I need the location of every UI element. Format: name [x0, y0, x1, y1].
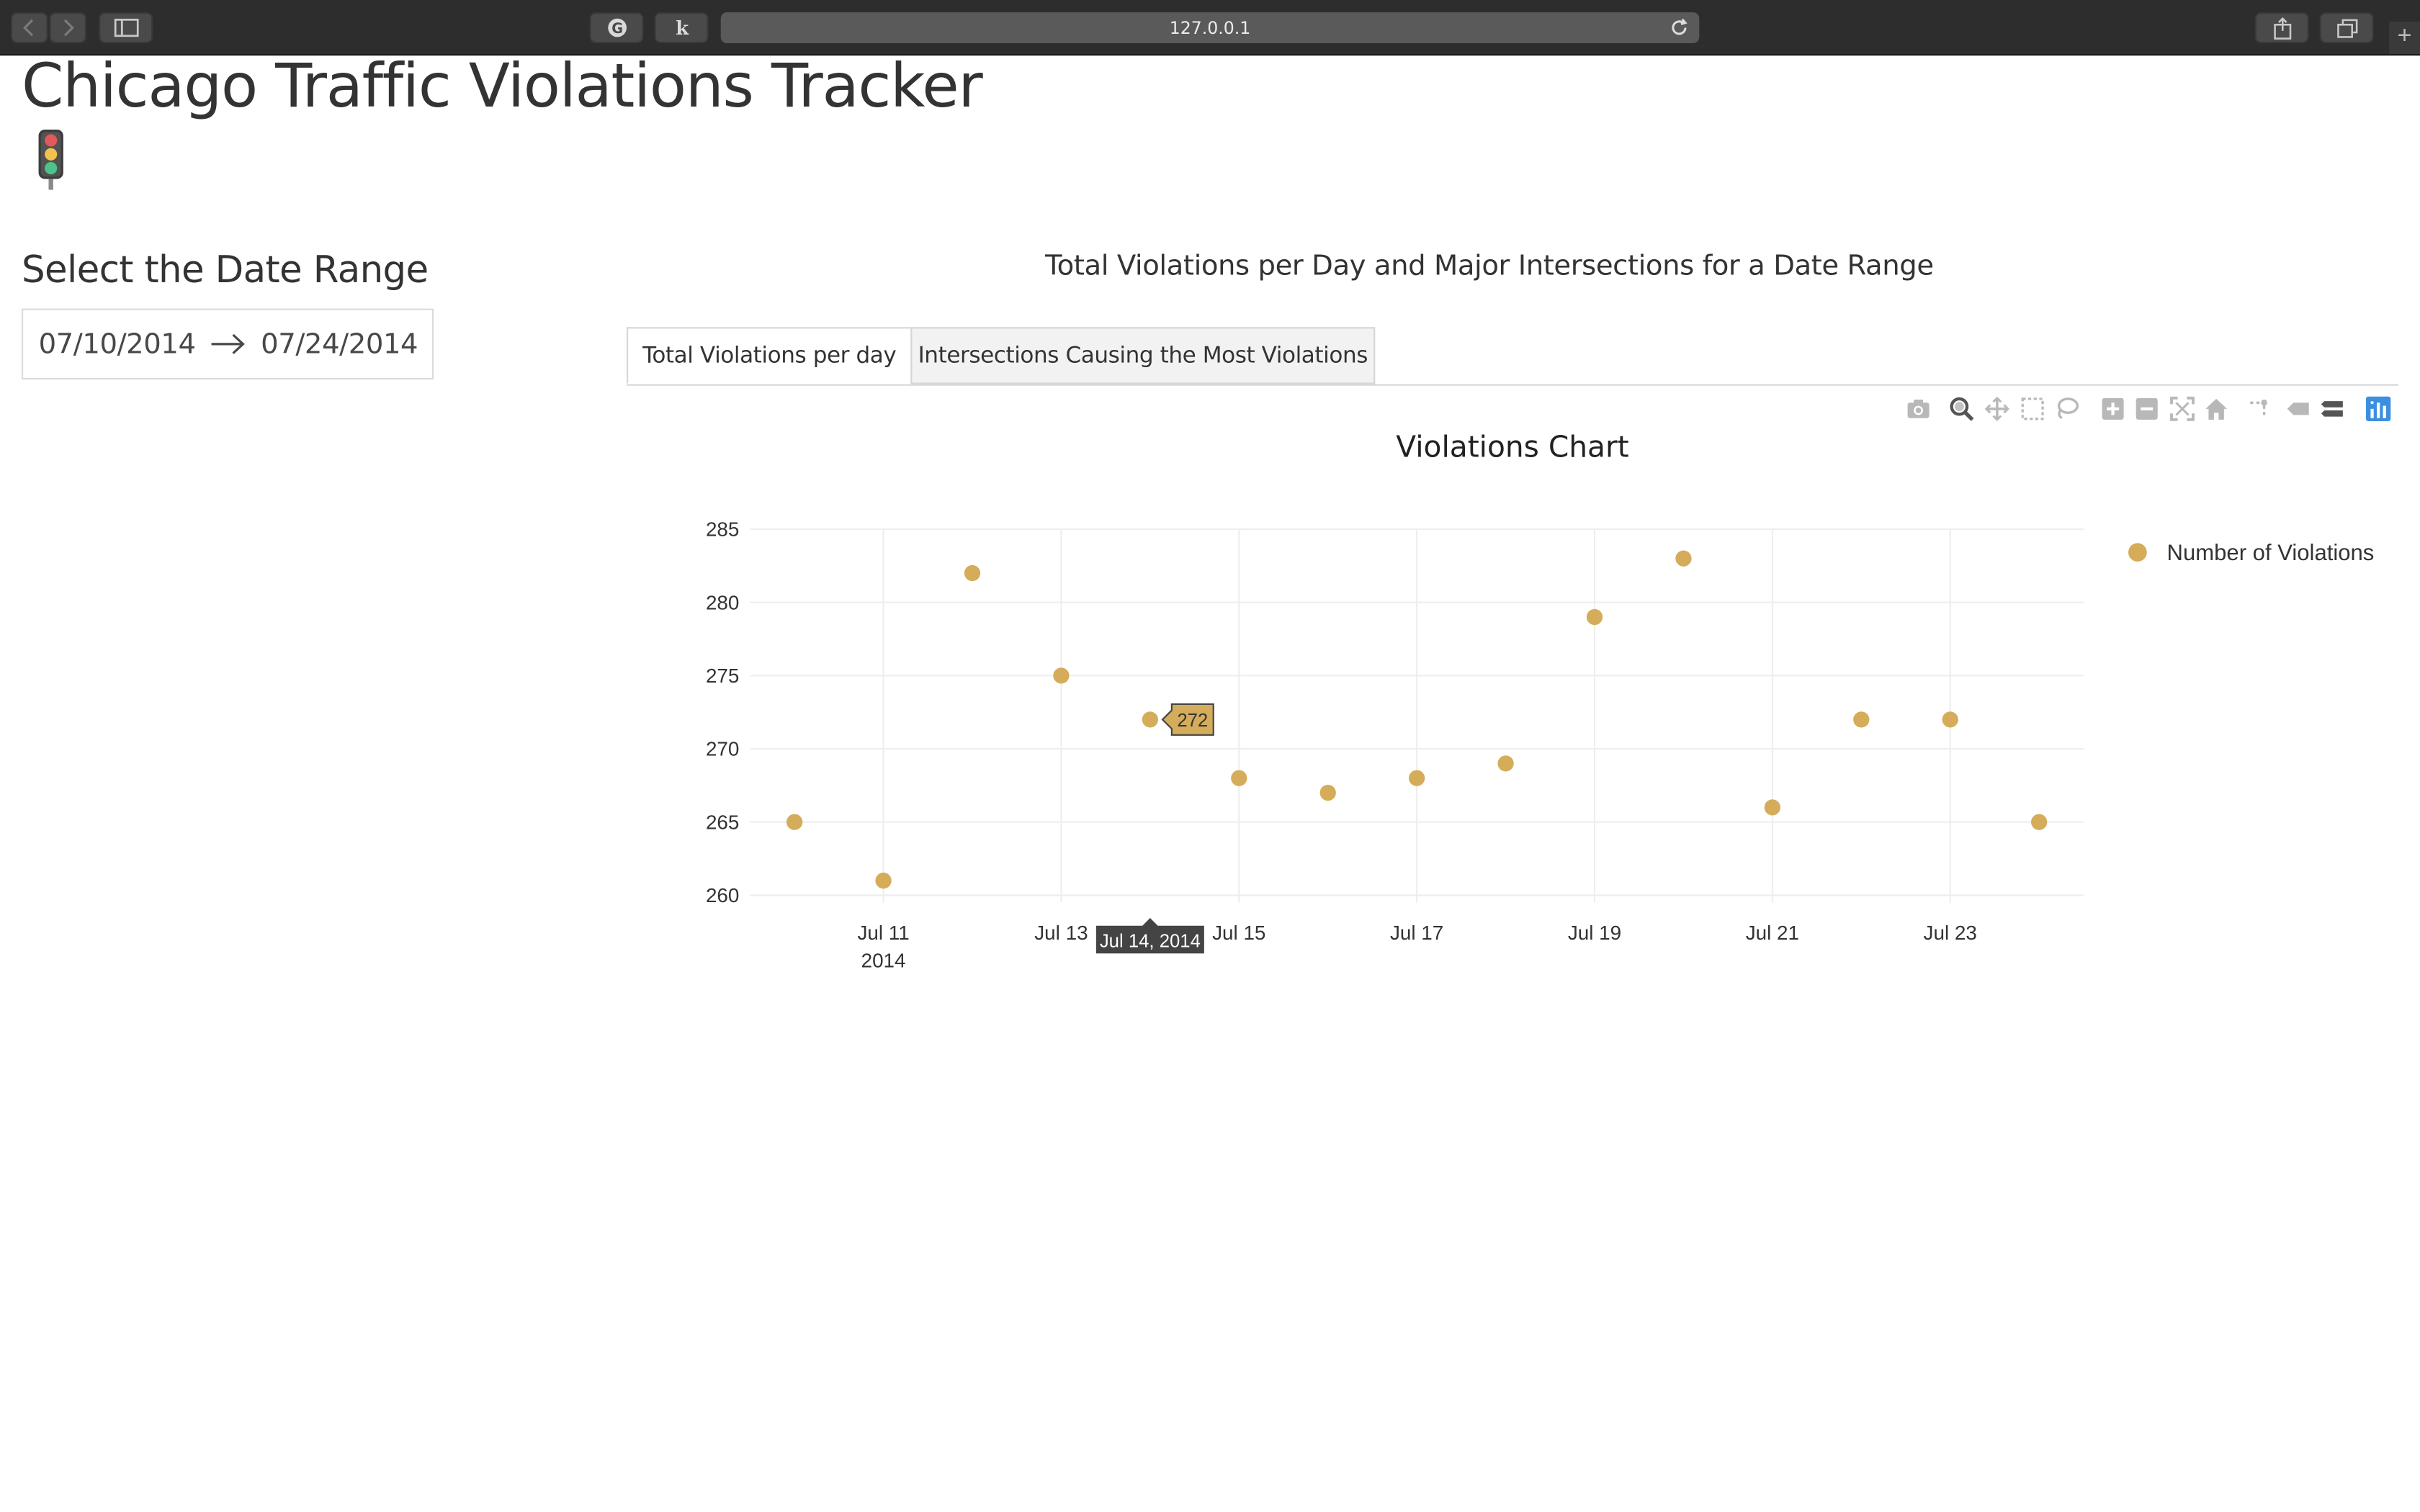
legend-label: Number of Violations [2167, 540, 2375, 565]
section-title: Total Violations per Day and Major Inter… [1045, 250, 1934, 283]
url-text: 127.0.0.1 [1169, 17, 1251, 38]
date-range-heading: Select the Date Range [22, 248, 429, 292]
forward-button[interactable] [49, 12, 86, 43]
x-tick-year-label: 2014 [861, 950, 906, 972]
x-tick-label: Jul 13 [1034, 922, 1088, 944]
start-date-input[interactable]: 07/10/2014 [38, 328, 196, 361]
browser-toolbar: G k 127.0.0.1 + [0, 0, 2420, 56]
new-tab-button[interactable]: + [2389, 22, 2420, 54]
chevron-left-icon [23, 19, 34, 37]
data-point[interactable] [1497, 755, 1514, 772]
back-button[interactable] [11, 12, 48, 43]
traffic-light-icon [38, 130, 63, 190]
end-date-input[interactable]: 07/24/2014 [261, 328, 418, 361]
data-point[interactable] [1675, 550, 1692, 567]
reset-axes-icon[interactable] [2202, 395, 2231, 423]
x-axis: Jul 11 2014 Jul 13 Jul 15 Jul 17 Jul 19 Jul 21… [857, 922, 1976, 972]
data-point[interactable] [786, 814, 803, 830]
y-axis: 260 265 270 275 280 285 [706, 518, 739, 906]
hover-compare-icon[interactable] [2318, 395, 2347, 423]
zoom-in-icon[interactable] [2099, 395, 2127, 423]
plotly-logo-icon[interactable] [2365, 395, 2393, 423]
y-tick-label: 270 [706, 738, 739, 760]
hover-x-label: Jul 14, 2014 [1100, 932, 1201, 952]
data-point[interactable] [1231, 770, 1247, 786]
data-point[interactable] [1319, 784, 1336, 801]
y-tick-label: 265 [706, 811, 739, 833]
x-tick-label: Jul 23 [1924, 922, 1977, 944]
zoom-out-icon[interactable] [2133, 395, 2161, 423]
tab-total-violations[interactable]: Total Violations per day [627, 327, 913, 384]
hover-closest-icon[interactable] [2284, 395, 2312, 423]
hover-x-box [1095, 918, 1204, 954]
arrow-right-icon [211, 333, 245, 354]
chevron-right-icon [63, 19, 74, 37]
camera-icon[interactable] [1904, 395, 1932, 423]
box-select-icon[interactable] [2019, 395, 2047, 423]
data-point[interactable] [2031, 814, 2048, 830]
tab-bar: Total Violations per day Intersections C… [627, 327, 2398, 386]
series-number-of-violations [786, 550, 2048, 889]
data-point[interactable] [1942, 711, 1958, 728]
x-tick-label: Jul 21 [1746, 922, 1799, 944]
data-point[interactable] [1764, 799, 1781, 816]
lasso-icon[interactable] [2053, 395, 2081, 423]
page-title: Chicago Traffic Violations Tracker [22, 52, 983, 122]
hover-y-label: 272 [1177, 711, 1208, 731]
autoscale-icon[interactable] [2169, 395, 2197, 423]
chart-modebar [1901, 395, 2396, 423]
data-point[interactable] [875, 872, 892, 889]
legend-marker [2128, 543, 2147, 562]
y-tick-label: 260 [706, 884, 739, 906]
data-point[interactable] [1142, 711, 1158, 728]
date-range-picker: 07/10/2014 07/24/2014 [22, 308, 434, 380]
x-tick-label: Jul 11 [857, 922, 909, 944]
grammarly-extension-button[interactable]: G [589, 12, 644, 43]
tabs-overview-button[interactable] [2319, 12, 2374, 43]
grammarly-icon: G [607, 18, 626, 37]
x-tick-label: Jul 17 [1390, 922, 1443, 944]
data-point[interactable] [1586, 608, 1603, 626]
hover-tooltip: 272 Jul 14, 2014 [1095, 703, 1214, 954]
x-tick-label: Jul 15 [1212, 922, 1265, 944]
y-tick-label: 285 [706, 518, 739, 541]
y-tick-label: 280 [706, 591, 739, 613]
svg-text:k: k [675, 18, 689, 38]
data-point[interactable] [1853, 711, 1870, 728]
share-button[interactable] [2254, 12, 2309, 43]
data-point[interactable] [964, 564, 981, 582]
violations-chart: Violations Chart 260 265 270 275 280 285 Jul … [706, 429, 2374, 972]
plus-icon: + [2397, 23, 2412, 50]
sidebar-toggle-button[interactable] [99, 12, 153, 43]
chart-legend[interactable]: Number of Violations [2128, 540, 2374, 565]
share-icon [2273, 16, 2291, 39]
address-bar[interactable]: 127.0.0.1 [720, 12, 1700, 43]
chart-grid [750, 528, 2084, 903]
extension-k-icon: k [675, 18, 689, 38]
reload-icon[interactable] [1668, 17, 1690, 39]
tab-intersections[interactable]: Intersections Causing the Most Violation… [910, 327, 1376, 384]
pan-icon[interactable] [1984, 395, 2012, 423]
sidebar-icon [113, 18, 138, 37]
spike-lines-icon[interactable] [2246, 395, 2274, 423]
data-point[interactable] [1053, 667, 1070, 684]
extension-button[interactable]: k [654, 12, 709, 43]
chart-title: Violations Chart [1396, 429, 1628, 464]
x-tick-label: Jul 19 [1568, 922, 1621, 944]
zoom-icon[interactable] [1948, 395, 1976, 423]
hover-y-box [1161, 703, 1214, 736]
svg-text:G: G [611, 20, 622, 37]
data-point[interactable] [1408, 770, 1425, 786]
y-tick-label: 275 [706, 665, 739, 687]
tabs-icon [2336, 18, 2357, 37]
